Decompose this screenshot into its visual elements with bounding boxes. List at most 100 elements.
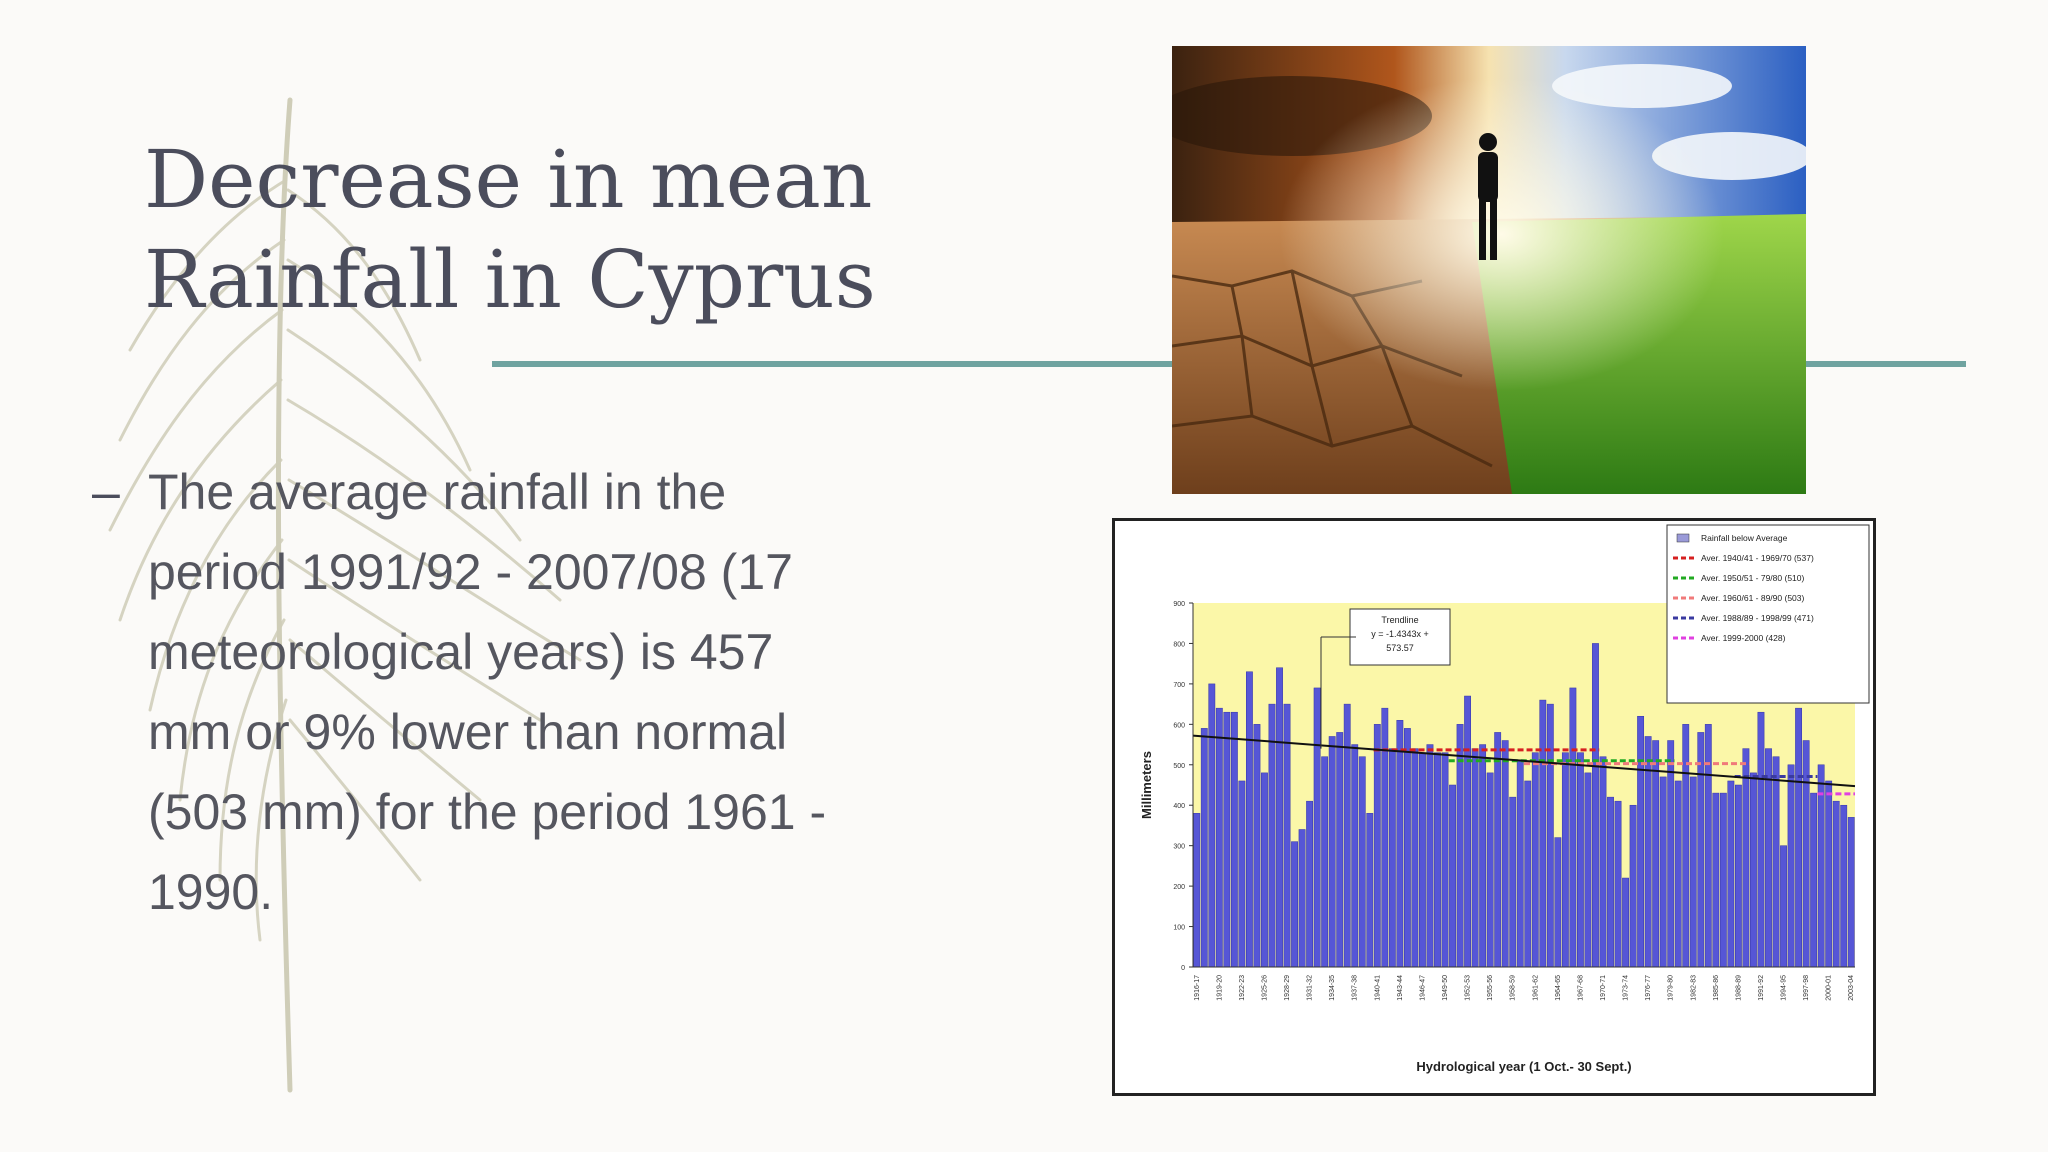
x-tick-label: 1940-41 [1374,975,1381,1001]
x-tick-label: 2000-01 [1826,975,1833,1001]
bar [1388,748,1396,968]
bar [1637,715,1645,968]
fern-leaf-decoration-icon [108,97,582,1093]
y-tick-label: 400 [1173,803,1185,810]
bar [1840,804,1848,968]
bar [1291,841,1298,968]
bar [1230,711,1238,968]
bar [1652,740,1660,968]
bullet-marker: – [92,464,120,520]
x-tick-label: 1916-17 [1194,975,1201,1001]
trendline-box [1349,608,1451,666]
bar [1599,756,1607,968]
y-tick-label: 300 [1173,844,1185,851]
bar [1471,748,1479,968]
bar [1441,752,1449,968]
bar [1697,732,1705,968]
bar [1712,792,1720,968]
x-tick-label: 1922-23 [1239,975,1246,1001]
bar [1847,817,1855,968]
bar [1358,756,1366,968]
bullet-text: The average rainfall in the period 1991/… [148,464,827,920]
x-tick-label: 1934-35 [1329,975,1336,1001]
bar [1622,877,1629,968]
bar [1569,687,1577,968]
bar [1704,724,1712,968]
x-tick-label: 1928-29 [1284,975,1291,1001]
bar [1306,800,1314,968]
bar [1659,776,1667,968]
bar [1426,744,1434,968]
x-tick-label: 2003-04 [1848,975,1855,1001]
x-tick-label: 1958-59 [1510,975,1517,1001]
bar [1396,720,1404,968]
bar [1561,752,1569,968]
bar [1802,740,1810,968]
bar [1381,707,1389,968]
trendline-label: Trendline [1381,615,1418,625]
x-tick-label: 1925-26 [1261,975,1268,1001]
x-tick-label: 1964-65 [1555,975,1562,1001]
x-axis-label: Hydrological year (1 Oct.- 30 Sept.) [1416,1059,1631,1074]
bar [1494,732,1502,968]
x-tick-label: 1991-92 [1758,975,1765,1001]
x-tick-label: 1952-53 [1465,975,1472,1001]
y-tick-label: 0 [1181,965,1185,972]
bar [1208,683,1216,968]
bar [1772,756,1780,968]
bar [1486,772,1494,968]
bar [1577,752,1584,968]
bar [1403,728,1411,968]
legend-entry: Aver. 1940/41 - 1969/70 (537) [1701,553,1814,563]
bar [1298,829,1306,968]
bar [1592,643,1599,968]
slide-title: Decrease in mean Rainfall in Cyprus [144,133,876,326]
bar [1351,744,1359,968]
bar [1343,703,1351,968]
x-tick-label: 1955-56 [1487,975,1494,1001]
legend-box [1666,524,1870,704]
bar [1682,724,1690,968]
bar [1689,776,1697,968]
bar [1719,792,1727,968]
bar [1200,728,1208,968]
bar [1727,780,1735,968]
legend-entry: Aver. 1999-2000 (428) [1701,633,1786,643]
bar [1531,752,1539,968]
bar [1832,800,1840,968]
bar [1607,796,1614,968]
y-axis-label: Millimeters [1139,751,1154,819]
bar [1321,756,1329,968]
bar [1336,732,1344,968]
bar [1734,784,1742,968]
bar [1825,780,1833,968]
bar [1449,784,1456,968]
bar [1411,748,1419,968]
bar [1434,752,1441,968]
x-tick-label: 1937-38 [1352,975,1359,1001]
x-tick-label: 1994-95 [1781,975,1788,1001]
rainfall-bar-chart-svg: 0 100 200 300 400 500 600 700 800 900 1916-17 1919-… [1139,524,1870,1074]
bar [1516,760,1524,968]
legend-swatch [1676,533,1690,543]
bar [1246,671,1253,968]
bar [1810,792,1818,968]
bar [1509,796,1517,968]
x-tick-label: 1967-68 [1577,975,1584,1001]
bar [1501,740,1509,968]
bar [1223,711,1231,968]
x-tick-label: 1979-80 [1668,975,1675,1001]
x-tick-label: 1961-62 [1532,975,1539,1001]
x-tick-label: 1976-77 [1645,975,1652,1001]
bar [1268,703,1276,968]
bar [1539,699,1547,968]
bar [1795,707,1802,968]
legend-entry: Aver. 1960/61 - 89/90 (503) [1701,593,1805,603]
y-tick-label: 900 [1173,601,1185,608]
bar [1546,703,1554,968]
trendline-label: 573.57 [1386,643,1414,653]
trend-line [1192,734,1856,788]
x-tick-label: 1973-74 [1623,975,1630,1001]
legend-entry: Rainfall below Average [1701,533,1788,543]
bar [1554,837,1562,968]
